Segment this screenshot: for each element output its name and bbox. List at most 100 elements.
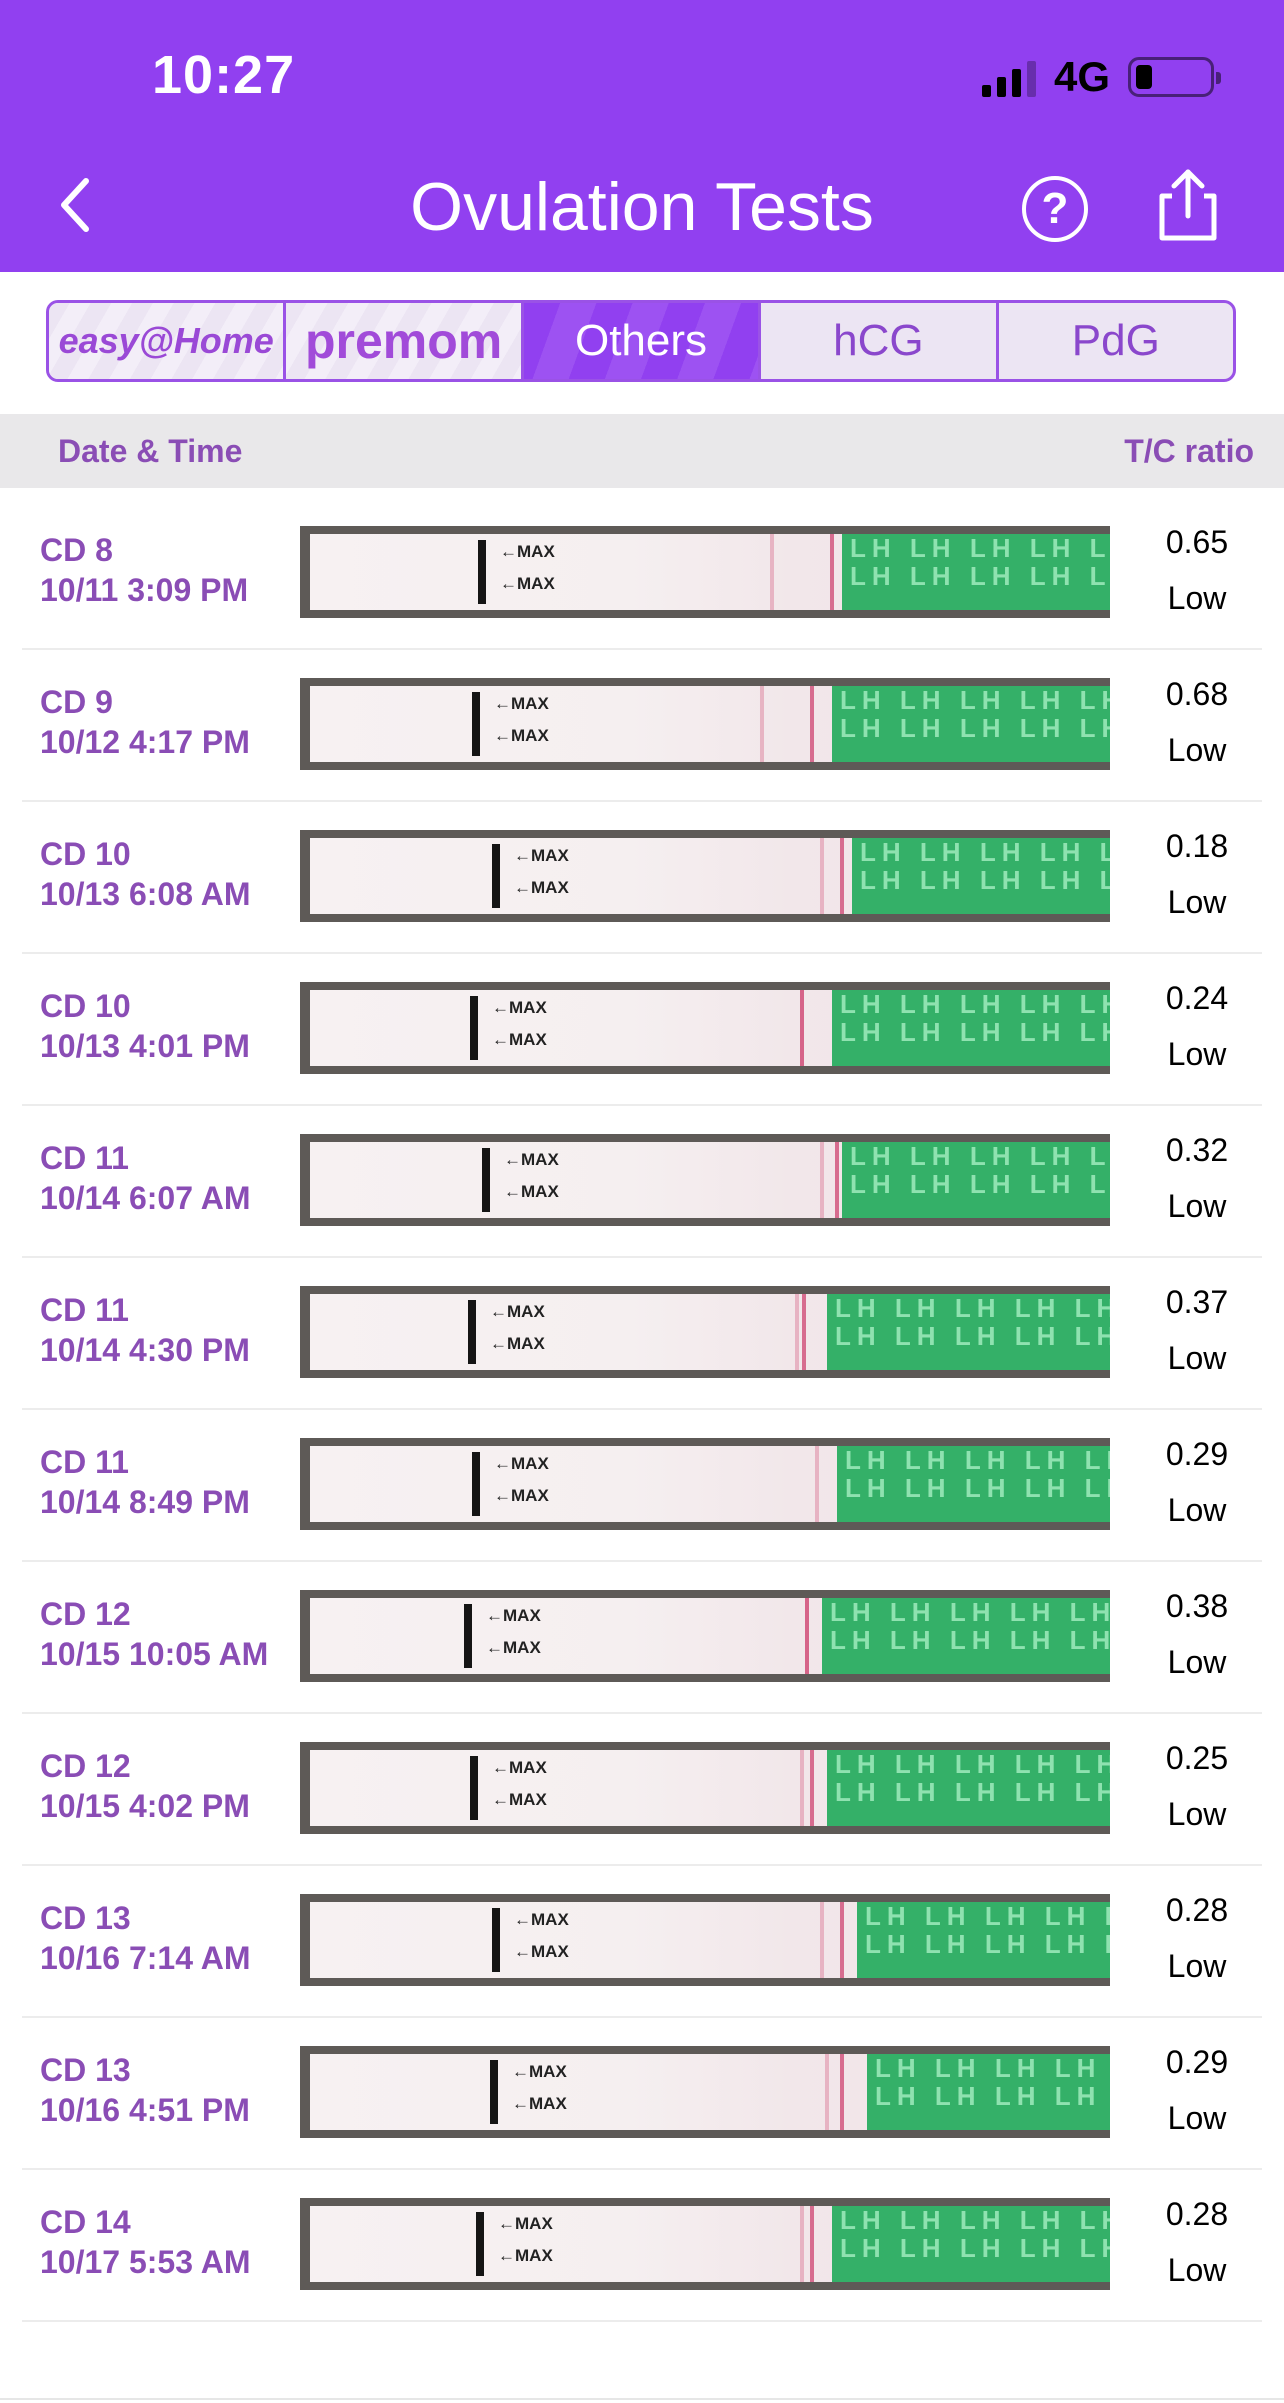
strip-max-label: ←MAX xyxy=(500,542,555,561)
strip-max-label: ←MAX xyxy=(494,694,549,713)
chevron-left-icon xyxy=(61,178,89,232)
question-icon: ? xyxy=(1041,184,1069,233)
strip-max-label: ←MAX xyxy=(490,1334,545,1353)
test-datetime: 10/16 4:51 PM xyxy=(40,2092,250,2128)
cycle-day: CD 14 xyxy=(40,2204,131,2240)
lh-level-label: Low xyxy=(1167,1796,1227,1832)
segment-easy-at-home[interactable]: easy@Home xyxy=(49,303,287,379)
lh-level-label: Low xyxy=(1167,1188,1227,1224)
strip-max-label: ←MAX xyxy=(492,1030,547,1049)
test-row[interactable]: CD 10 10/13 6:08 AM ←MAX ←MAX LH LH LH LH LH… xyxy=(22,802,1262,954)
lh-level-label: Low xyxy=(1167,884,1227,920)
tc-ratio-value: 0.18 xyxy=(1165,828,1229,864)
segment-pdg[interactable]: PdG xyxy=(1071,316,1160,365)
strip-max-label: ←MAX xyxy=(512,2062,567,2081)
strip-max-label: ←MAX xyxy=(512,2094,567,2113)
strip-max-label: ←MAX xyxy=(504,1182,559,1201)
table-header: Date & Time T/C ratio xyxy=(0,414,1284,488)
strip-max-label: ←MAX xyxy=(500,574,555,593)
lh-level-label: Low xyxy=(1167,2252,1227,2288)
test-list: CD 8 10/11 3:09 PM ←MAX ←MAX LH LH LH LH LHL… xyxy=(0,498,1284,2322)
test-datetime: 10/14 6:07 AM xyxy=(40,1180,251,1216)
cycle-day: CD 12 xyxy=(40,1748,131,1784)
cycle-day: CD 11 xyxy=(40,1140,129,1176)
tc-ratio-value: 0.28 xyxy=(1165,2196,1229,2232)
lh-level-label: Low xyxy=(1167,1340,1227,1376)
test-row[interactable]: CD 11 10/14 4:30 PM ←MAX ←MAX LH LH LH LH LH… xyxy=(22,1258,1262,1410)
tc-ratio-value: 0.68 xyxy=(1165,676,1229,712)
bottom-divider xyxy=(0,2398,1284,2400)
battery-icon xyxy=(1128,57,1221,97)
strip-max-label: ←MAX xyxy=(514,1942,569,1961)
strip-max-label: ←MAX xyxy=(492,998,547,1017)
strip-max-label: ←MAX xyxy=(498,2214,553,2233)
page-title: Ovulation Tests xyxy=(410,169,874,245)
test-row[interactable]: CD 13 10/16 7:14 AM ←MAX ←MAX LH LH LH LH LH… xyxy=(22,1866,1262,2018)
strip-max-label: ←MAX xyxy=(498,2246,553,2265)
tc-ratio-value: 0.65 xyxy=(1165,524,1229,560)
test-datetime: 10/16 7:14 AM xyxy=(40,1940,251,1976)
tc-ratio-value: 0.38 xyxy=(1165,1588,1229,1624)
app-header: 10:27 4G Ovulation Tests ? xyxy=(0,0,1284,272)
strip-max-label: ←MAX xyxy=(494,1486,549,1505)
network-type: 4G xyxy=(1053,53,1110,100)
segment-hcg[interactable]: hCG xyxy=(761,303,999,379)
strip-max-label: ←MAX xyxy=(504,1150,559,1169)
test-row[interactable]: CD 13 10/16 4:51 PM ←MAX ←MAX LH LH LH LH LH… xyxy=(22,2018,1262,2170)
cellular-signal-icon xyxy=(981,57,1036,97)
test-datetime: 10/15 4:02 PM xyxy=(40,1788,250,1824)
test-datetime: 10/13 4:01 PM xyxy=(40,1028,250,1064)
strip-max-label: ←MAX xyxy=(486,1638,541,1657)
lh-level-label: Low xyxy=(1167,2100,1227,2136)
share-button[interactable] xyxy=(1152,166,1224,244)
tc-ratio-value: 0.25 xyxy=(1165,1740,1229,1776)
strip-max-label: ←MAX xyxy=(494,1454,549,1473)
test-datetime: 10/13 6:08 AM xyxy=(40,876,251,912)
cycle-day: CD 10 xyxy=(40,988,131,1024)
lh-level-label: Low xyxy=(1167,580,1227,616)
back-button[interactable] xyxy=(52,170,100,240)
strip-max-label: ←MAX xyxy=(514,1910,569,1929)
test-row[interactable]: CD 10 10/13 4:01 PM ←MAX ←MAX LH LH LH LH LH… xyxy=(22,954,1262,1106)
test-datetime: 10/14 8:49 PM xyxy=(40,1484,250,1520)
test-row[interactable]: CD 8 10/11 3:09 PM ←MAX ←MAX LH LH LH LH LHL… xyxy=(22,498,1262,650)
segment-others[interactable]: Others xyxy=(523,303,762,379)
test-row[interactable]: CD 12 10/15 4:02 PM ←MAX ←MAX LH LH LH LH LH… xyxy=(22,1714,1262,1866)
tc-ratio-value: 0.29 xyxy=(1165,1436,1229,1472)
help-button[interactable]: ? xyxy=(1022,176,1088,242)
test-brand-segmented-control: easy@Home premom Others hCG PdG xyxy=(46,300,1236,382)
test-row[interactable]: CD 11 10/14 8:49 PM ←MAX ←MAX LH LH LH LH LH… xyxy=(22,1410,1262,1562)
cycle-day: CD 11 xyxy=(40,1292,129,1328)
test-datetime: 10/17 5:53 AM xyxy=(40,2244,251,2280)
cycle-day: CD 8 xyxy=(40,532,113,568)
status-indicators: 4G xyxy=(981,52,1221,102)
test-row[interactable]: CD 12 10/15 10:05 AM ←MAX ←MAX LH LH LH LH L… xyxy=(22,1562,1262,1714)
strip-max-label: ←MAX xyxy=(492,1790,547,1809)
segment-premom[interactable]: premom xyxy=(286,303,524,379)
test-row[interactable]: CD 11 10/14 6:07 AM ←MAX ←MAX LH LH LH LH LH… xyxy=(22,1106,1262,1258)
test-row[interactable]: CD 14 10/17 5:53 AM ←MAX ←MAX LH LH LH LH LH… xyxy=(22,2170,1262,2322)
test-row[interactable]: CD 9 10/12 4:17 PM ←MAX ←MAX LH LH LH LH LHL… xyxy=(22,650,1262,802)
tc-ratio-value: 0.28 xyxy=(1165,1892,1229,1928)
strip-max-label: ←MAX xyxy=(486,1606,541,1625)
lh-level-label: Low xyxy=(1167,1948,1227,1984)
cycle-day: CD 12 xyxy=(40,1596,131,1632)
